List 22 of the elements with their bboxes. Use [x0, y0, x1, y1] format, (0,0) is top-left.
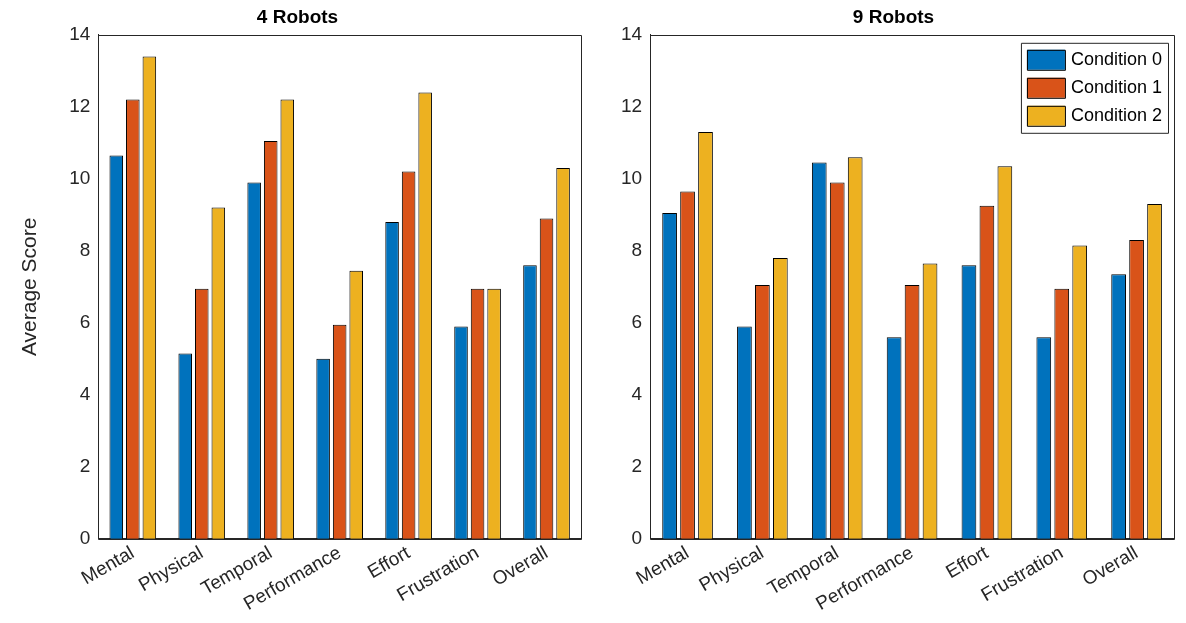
y-tick-label: 6	[631, 311, 643, 333]
legend-label: Condition 2	[1070, 104, 1163, 125]
y-tick-label: 14	[69, 23, 91, 45]
y-tick-label: 10	[620, 167, 643, 189]
y-tick-label: 10	[69, 167, 91, 189]
y-tick-label: 0	[631, 527, 643, 549]
y-tick-label: 4	[631, 383, 643, 405]
y-tick-label: 12	[620, 95, 643, 117]
y-tick-label: 4	[79, 383, 91, 405]
legend-label: Condition 1	[1070, 76, 1163, 97]
y-tick-label: 2	[79, 455, 91, 477]
y-tick-label: 0	[79, 527, 91, 549]
legend-label: Condition 0	[1070, 48, 1163, 69]
y-tick-label: 12	[69, 95, 91, 117]
y-tick-label: 2	[631, 455, 643, 477]
y-tick-label: 6	[79, 311, 91, 333]
chart-title: 9 Robots	[852, 5, 935, 27]
chart-title: 4 Robots	[256, 5, 339, 27]
y-axis-title: Average Score	[17, 217, 41, 357]
y-tick-label: 8	[631, 239, 643, 261]
y-tick-label: 14	[620, 23, 643, 45]
y-tick-label: 8	[79, 239, 91, 261]
